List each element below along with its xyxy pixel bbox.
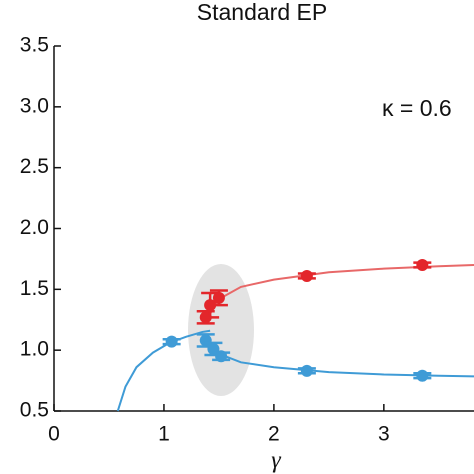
- data-point: [165, 335, 178, 348]
- y-tick-label: 2.0: [20, 216, 49, 239]
- data-point: [300, 269, 313, 282]
- x-tick-label: 0: [48, 423, 60, 446]
- y-tick-label: 1.0: [20, 338, 49, 361]
- x-tick-label: 3: [378, 423, 390, 446]
- y-tick-label: 3.5: [20, 34, 49, 57]
- x-tick-label: 2: [268, 423, 280, 446]
- highlight-ellipse: [188, 264, 254, 396]
- annotation: κ = 0.6: [382, 95, 452, 121]
- data-point: [215, 350, 228, 363]
- y-tick-label: 0.5: [20, 399, 49, 422]
- data-point: [416, 369, 429, 382]
- y-tick-label: 2.5: [20, 155, 49, 178]
- theory-curve: [116, 329, 211, 412]
- y-tick-label: 3.0: [20, 94, 49, 117]
- x-axis-label: γ: [271, 448, 281, 474]
- x-tick-label: 1: [158, 423, 170, 446]
- data-point: [416, 259, 429, 271]
- chart-title: Standard EP: [197, 0, 327, 25]
- y-tick-label: 1.5: [20, 277, 49, 300]
- data-point: [212, 291, 225, 304]
- data-point: [300, 364, 313, 377]
